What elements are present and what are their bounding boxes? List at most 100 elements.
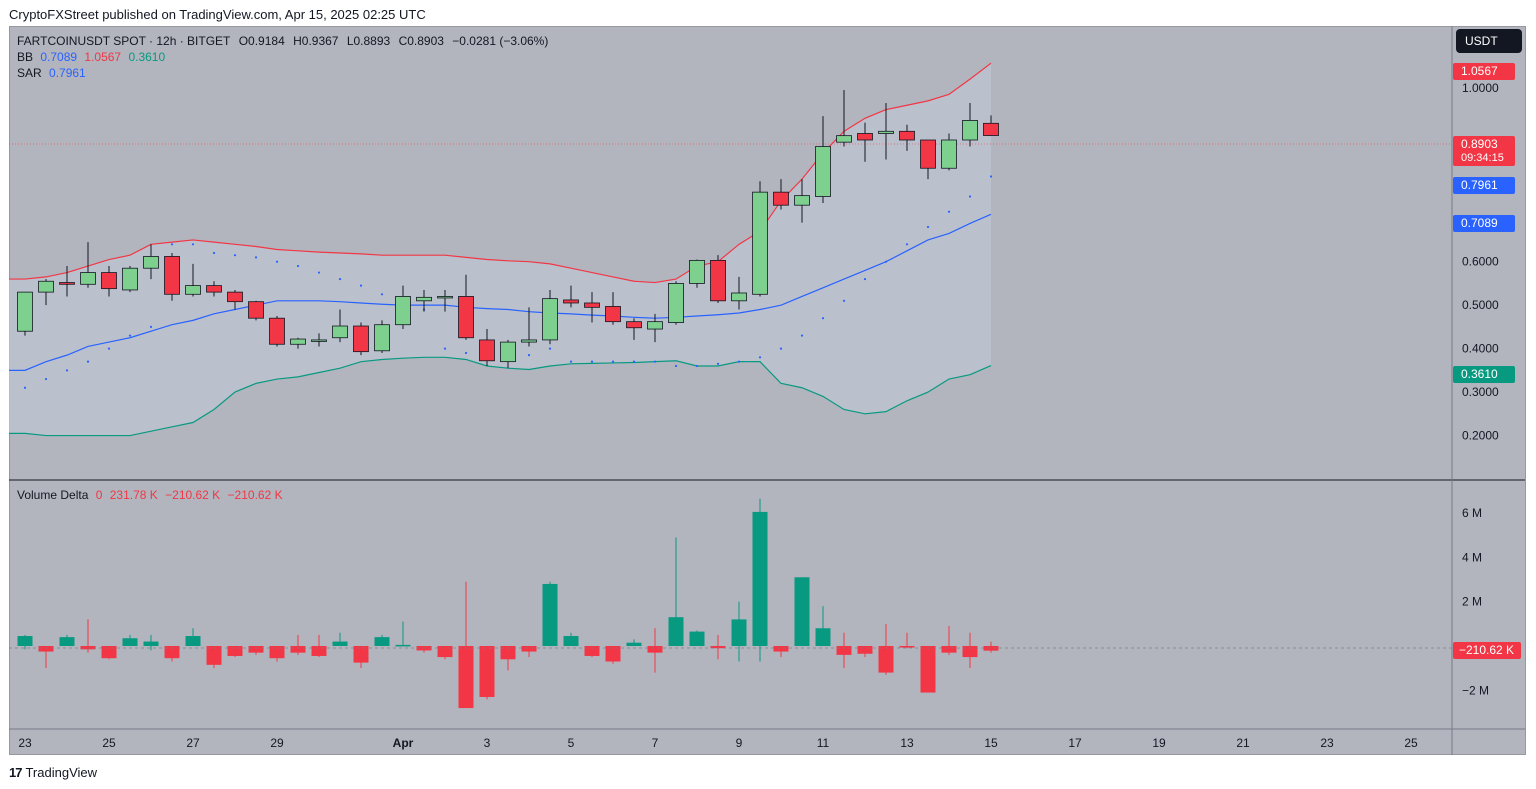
sar-label[interactable]: SAR (17, 66, 42, 80)
volume-delta-bar (458, 646, 474, 709)
sar-dot (569, 360, 573, 363)
bb-upper-value: 1.0567 (84, 50, 122, 64)
bb-mid-value: 0.7089 (40, 50, 78, 64)
volume-delta-bar (563, 636, 579, 646)
volume-delta-bar (689, 631, 705, 646)
candle-body (479, 339, 495, 362)
ohlc-high: H0.9367 (293, 34, 339, 48)
volume-axis-label: 6 M (1462, 506, 1482, 520)
candle-body (731, 292, 747, 302)
candle-body (458, 296, 474, 339)
ohlc-close: C0.8903 (398, 34, 444, 48)
currency-button[interactable]: USDT (1456, 29, 1522, 53)
sar-dot (128, 334, 132, 337)
candle-body (899, 130, 915, 141)
sar-dot (716, 362, 720, 365)
tradingview-logo-icon: 17 (9, 765, 23, 780)
vd-value-1: 0 (95, 488, 103, 502)
volume-delta-bar (17, 636, 33, 646)
volume-delta-legend[interactable]: Volume Delta 0 231.78 K −210.62 K −210.6… (17, 487, 287, 503)
ohlc-low: L0.8893 (346, 34, 391, 48)
footer-brand[interactable]: 17 TradingView (9, 765, 97, 780)
volume-delta-bar (227, 646, 243, 656)
volume-delta-bar (332, 641, 348, 646)
candle-body (752, 191, 768, 295)
time-axis-label: 15 (984, 736, 998, 750)
candle-body (437, 296, 453, 299)
time-axis-label: 5 (568, 736, 575, 750)
candle-body (59, 282, 75, 285)
candle-body (941, 139, 957, 169)
bb-mid-price-tag: 0.7089 (1453, 215, 1515, 232)
sar-dot (800, 334, 804, 337)
time-axis-label: 13 (900, 736, 914, 750)
candle-body (332, 325, 348, 339)
volume-delta-bar (143, 641, 159, 646)
volume-delta-bar (185, 636, 201, 646)
sar-legend[interactable]: SAR 0.7961 (17, 65, 90, 81)
volume-delta-bar (38, 646, 54, 652)
time-axis-label: 9 (736, 736, 743, 750)
sar-dot (191, 243, 195, 246)
volume-delta-bar (899, 646, 915, 648)
bb-lower-price-tag: 0.3610 (1453, 366, 1515, 383)
volume-delta-bar (395, 644, 411, 647)
volume-delta-bar (962, 646, 978, 658)
volume-delta-bar (626, 642, 642, 646)
sar-dot (233, 254, 237, 257)
price-axis-label: 0.2000 (1462, 429, 1499, 443)
sar-dot (44, 377, 48, 381)
volume-delta-bar (731, 619, 747, 646)
time-axis-label: 7 (652, 736, 659, 750)
volume-delta-bar (794, 577, 810, 646)
sar-dot (275, 260, 279, 263)
volume-delta-bar (647, 646, 663, 653)
sar-dot (443, 347, 447, 350)
time-axis-label: 19 (1152, 736, 1166, 750)
volume-delta-bar (878, 646, 894, 673)
volume-delta-bar (59, 637, 75, 646)
price-axis-label: 0.6000 (1462, 255, 1499, 269)
symbol-legend[interactable]: FARTCOINUSDT SPOT · 12h · BITGET O0.9184… (17, 33, 553, 49)
candle-body (521, 339, 537, 343)
sar-dot (821, 317, 825, 320)
footer-brand-text: TradingView (25, 765, 98, 780)
vd-label[interactable]: Volume Delta (17, 488, 89, 502)
sar-dot (317, 271, 321, 274)
candle-body (584, 302, 600, 308)
candle-body (542, 298, 558, 341)
sar-dot (527, 354, 531, 357)
bb-label[interactable]: BB (17, 50, 34, 64)
bb-legend[interactable]: BB 0.7089 1.0567 0.3610 (17, 49, 169, 65)
sar-value: 0.7961 (49, 66, 86, 80)
price-axis-label: 0.4000 (1462, 342, 1499, 356)
sar-dot (338, 277, 342, 281)
axes: 0.2000 0.3000 0.4000 0.5000 0.6000 1.0000 6 M 4… (18, 81, 1499, 750)
volume-delta-bar (836, 646, 852, 655)
volume-delta-bar (710, 646, 726, 649)
sar-dot (548, 347, 552, 350)
sar-dot (758, 356, 762, 359)
bb-fill-area (9, 63, 991, 436)
sar-dot (170, 243, 174, 246)
candle-body (857, 133, 873, 141)
candle-body (290, 338, 306, 345)
candlestick-series (17, 90, 999, 369)
candle-body (311, 339, 327, 342)
time-axis-label: 25 (102, 736, 116, 750)
volume-delta-bar (311, 646, 327, 656)
volume-delta-bar (983, 646, 999, 651)
candle-body (101, 272, 117, 290)
sar-dot (23, 386, 27, 389)
candle-body (353, 325, 369, 353)
candle-body (164, 256, 180, 295)
volume-delta-bar (941, 646, 957, 653)
sar-dot (863, 277, 867, 281)
volume-delta-bar (290, 646, 306, 653)
candle-body (17, 291, 33, 332)
sar-dot (632, 360, 636, 363)
symbol-title[interactable]: FARTCOINUSDT SPOT · 12h · BITGET (17, 34, 231, 48)
candle-body (416, 296, 432, 302)
volume-axis-label: 4 M (1462, 550, 1482, 564)
